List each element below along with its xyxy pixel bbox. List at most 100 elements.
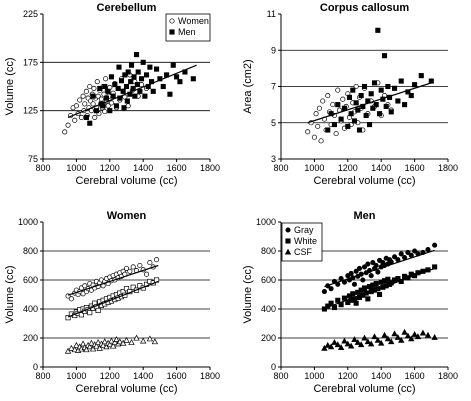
data-point xyxy=(376,111,383,117)
data-point xyxy=(118,78,125,84)
data-point xyxy=(90,101,96,107)
data-point xyxy=(103,95,110,101)
data-point xyxy=(370,105,376,111)
data-point xyxy=(365,261,371,267)
data-point xyxy=(373,102,379,108)
data-point xyxy=(385,276,391,282)
data-point xyxy=(64,347,72,354)
legend-marker xyxy=(285,227,291,233)
data-point xyxy=(346,94,353,100)
data-point xyxy=(125,103,131,109)
data-point xyxy=(370,260,376,266)
data-point xyxy=(120,88,126,94)
data-point xyxy=(112,82,118,88)
legend-marker xyxy=(169,29,175,35)
data-point xyxy=(364,338,372,345)
chart-corpus-callosum: Corpus callosum 800 1000 1200 1400 1600 1800 3 5… xyxy=(242,2,458,187)
y-tick-label: 175 xyxy=(23,57,38,67)
data-point xyxy=(151,338,159,345)
data-point xyxy=(113,103,120,109)
data-point xyxy=(138,76,145,82)
data-point xyxy=(131,74,137,80)
data-point xyxy=(73,103,79,109)
data-point xyxy=(87,310,93,316)
series-white xyxy=(65,277,160,321)
x-tick-label: 800 xyxy=(35,371,50,381)
data-point xyxy=(102,109,108,115)
y-axis-label: Volume (cc) xyxy=(4,265,16,323)
data-point xyxy=(177,79,183,85)
x-tick-label: 1600 xyxy=(167,163,187,173)
x-tick-label: 1000 xyxy=(304,163,324,173)
data-point xyxy=(333,131,339,137)
data-point xyxy=(82,101,88,107)
data-point xyxy=(140,337,147,344)
data-point xyxy=(325,93,331,99)
data-point xyxy=(368,273,374,279)
data-point xyxy=(138,82,145,88)
series-csf xyxy=(64,334,159,354)
data-point xyxy=(73,341,80,348)
data-point xyxy=(392,85,398,91)
data-point xyxy=(82,283,88,289)
data-point xyxy=(125,69,131,75)
chart-men: Men 800 1000 1200 1400 1600 1800 0 200 400 600 800 1… xyxy=(242,210,458,395)
data-point xyxy=(128,62,135,68)
legend-box xyxy=(165,13,211,42)
data-point xyxy=(78,312,84,318)
data-point xyxy=(98,96,105,102)
x-tick-label: 800 xyxy=(35,163,50,173)
data-point xyxy=(340,96,346,102)
data-point xyxy=(405,249,411,256)
data-point xyxy=(334,341,341,348)
chart-title: Cerebellum xyxy=(97,2,157,14)
x-tick-label: 1800 xyxy=(438,163,458,173)
data-point xyxy=(374,336,382,343)
x-tick-label: 800 xyxy=(273,163,288,173)
data-point xyxy=(160,83,166,90)
y-tick-label: 225 xyxy=(23,9,38,19)
legend-marker xyxy=(169,18,175,24)
data-point xyxy=(355,107,361,113)
data-point xyxy=(86,343,93,350)
data-point xyxy=(115,85,121,91)
data-point xyxy=(381,53,388,59)
data-point xyxy=(425,247,431,253)
data-point xyxy=(94,79,100,85)
data-point xyxy=(328,286,334,292)
data-point xyxy=(335,297,341,303)
data-point xyxy=(392,254,398,260)
y-tick-label: 800 xyxy=(261,246,276,256)
y-tick-label: 600 xyxy=(261,275,276,285)
data-point xyxy=(398,251,404,257)
data-point xyxy=(428,78,434,84)
data-point xyxy=(133,52,140,58)
x-tick-label: 1000 xyxy=(66,163,86,173)
x-tick-label: 1200 xyxy=(338,371,358,381)
legend-label: White xyxy=(294,236,317,246)
data-point xyxy=(147,64,153,70)
legend-label: CSF xyxy=(294,247,313,257)
chart-title: Women xyxy=(107,210,147,222)
data-point xyxy=(93,342,100,349)
data-point xyxy=(92,114,98,120)
data-point xyxy=(316,105,322,111)
data-point xyxy=(356,127,363,133)
data-point xyxy=(408,335,415,342)
data-point xyxy=(412,82,418,88)
y-tick-label: 11 xyxy=(267,9,276,19)
data-point xyxy=(365,296,371,302)
data-point xyxy=(78,114,84,120)
chart-title: Men xyxy=(354,210,376,222)
trend-line xyxy=(67,280,159,318)
data-point xyxy=(324,341,331,348)
data-point xyxy=(432,242,438,248)
y-tick-label: 0 xyxy=(33,362,38,372)
series-men xyxy=(83,52,196,126)
data-point xyxy=(93,108,99,114)
data-point xyxy=(146,335,154,342)
data-point xyxy=(361,264,368,270)
data-point xyxy=(123,83,130,90)
data-point xyxy=(321,306,327,312)
